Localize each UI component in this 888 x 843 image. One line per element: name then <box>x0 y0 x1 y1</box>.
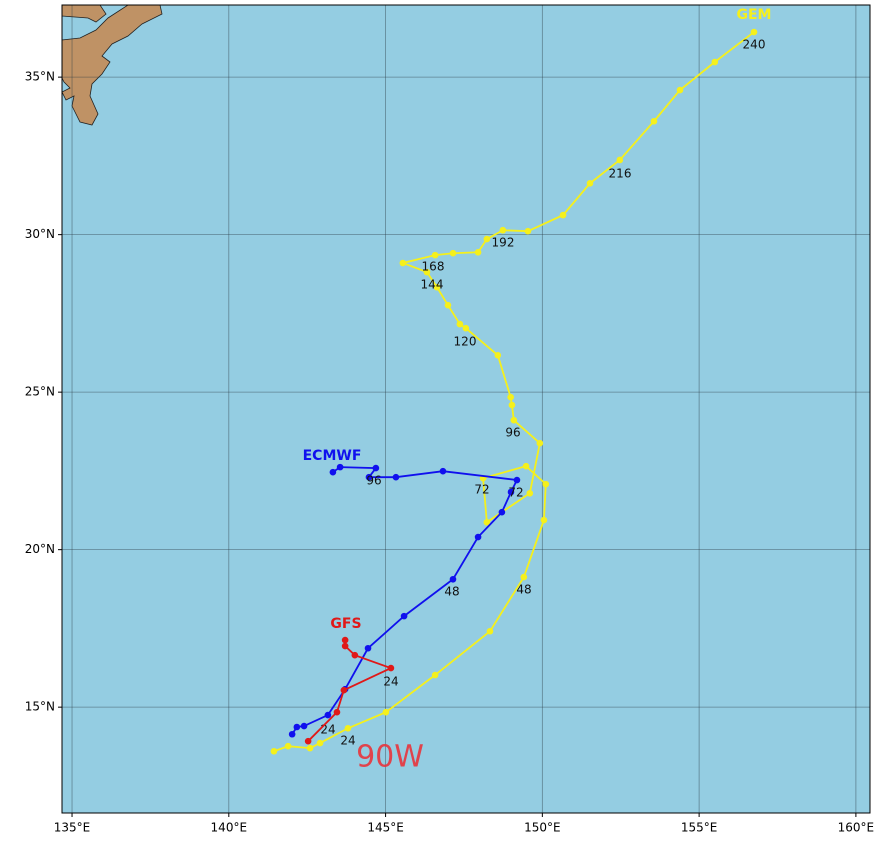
hour-label: 168 <box>422 260 445 274</box>
x-tick-label: 135°E <box>54 821 91 835</box>
track-point <box>365 473 373 481</box>
track-point <box>351 651 359 659</box>
track-point <box>431 671 439 679</box>
track-point <box>439 467 447 475</box>
track-point <box>494 351 502 359</box>
track-point <box>498 508 506 516</box>
track-point <box>340 686 348 694</box>
track-point <box>540 516 548 524</box>
track-point <box>444 301 452 309</box>
hour-label: 216 <box>609 167 632 181</box>
x-tick-label: 150°E <box>524 821 561 835</box>
track-point <box>474 533 482 541</box>
track-point <box>676 86 684 94</box>
x-tick-label: 145°E <box>367 821 404 835</box>
hour-label: 192 <box>492 236 515 250</box>
hour-label: 48 <box>444 585 459 599</box>
track-point <box>474 248 482 256</box>
track-point <box>333 708 341 716</box>
track-point <box>520 573 528 581</box>
track-point <box>382 708 390 716</box>
track-point <box>650 117 658 125</box>
hour-label: 24 <box>340 734 355 748</box>
track-point <box>456 320 464 328</box>
y-tick-label: 35°N <box>25 70 55 84</box>
track-point <box>336 463 344 471</box>
frame <box>61 4 871 814</box>
track-point <box>284 742 292 750</box>
model-name: GFS <box>330 616 361 632</box>
track-point <box>524 227 532 235</box>
track-point <box>341 636 349 644</box>
hour-label: 72 <box>508 486 523 500</box>
hour-label: 24 <box>383 675 398 689</box>
track-point <box>522 462 530 470</box>
track-point <box>542 480 550 488</box>
hour-label: 144 <box>421 278 444 292</box>
hour-label: 240 <box>743 38 766 52</box>
track-point <box>507 393 514 401</box>
track-point <box>711 58 719 66</box>
track-point <box>329 468 337 476</box>
track-point <box>304 737 312 745</box>
hour-label: 72 <box>474 483 489 497</box>
track-point <box>364 644 372 652</box>
x-tick-label: 155°E <box>681 821 718 835</box>
y-tick-label: 20°N <box>25 542 55 556</box>
track-point <box>392 473 400 481</box>
track-point <box>586 179 594 187</box>
track-point <box>499 226 507 234</box>
track-point <box>344 724 352 732</box>
storm-label: 90W <box>356 740 424 775</box>
track-point <box>341 642 349 650</box>
track-point <box>483 235 491 243</box>
track-point <box>483 518 491 526</box>
track-point <box>400 612 408 620</box>
track-point <box>616 156 624 164</box>
map-layer: 240 216 192 168 144 120 96 72 48 24 GEM 96 72 48 24 ECM… <box>62 5 870 813</box>
track-point <box>513 476 521 484</box>
model-name: GEM <box>737 7 772 23</box>
hour-label: 96 <box>366 474 381 488</box>
track-point <box>559 211 567 219</box>
model-name: ECMWF <box>303 448 362 464</box>
track-point <box>449 575 457 583</box>
x-tick-label: 140°E <box>211 821 248 835</box>
hour-label: 120 <box>454 335 477 349</box>
track-point <box>300 722 308 730</box>
y-tick-label: 25°N <box>25 385 55 399</box>
track-point <box>288 730 296 738</box>
track-point <box>462 324 470 332</box>
track-point <box>536 439 544 447</box>
track-point <box>423 268 431 276</box>
track-point <box>507 488 515 496</box>
track-point <box>431 251 439 259</box>
track-point <box>270 747 278 755</box>
track-point <box>510 416 518 424</box>
track-point <box>324 711 332 719</box>
track-point <box>449 249 457 257</box>
track-point <box>306 744 314 752</box>
hour-label: 48 <box>516 583 531 597</box>
hour-label: 24 <box>320 723 335 737</box>
y-tick-label: 30°N <box>25 227 55 241</box>
track-point <box>508 401 516 409</box>
track-point <box>316 739 324 747</box>
track-point <box>750 28 758 36</box>
track-point <box>399 259 407 267</box>
track-point <box>486 627 494 635</box>
x-tick-label: 160°E <box>838 821 875 835</box>
track-point <box>433 283 441 291</box>
track-point <box>372 464 380 472</box>
track-point <box>387 664 395 672</box>
y-tick-label: 15°N <box>25 700 55 714</box>
ocean <box>62 5 870 813</box>
track-point <box>526 489 534 497</box>
hour-label: 96 <box>505 426 520 440</box>
track-point <box>293 723 301 731</box>
